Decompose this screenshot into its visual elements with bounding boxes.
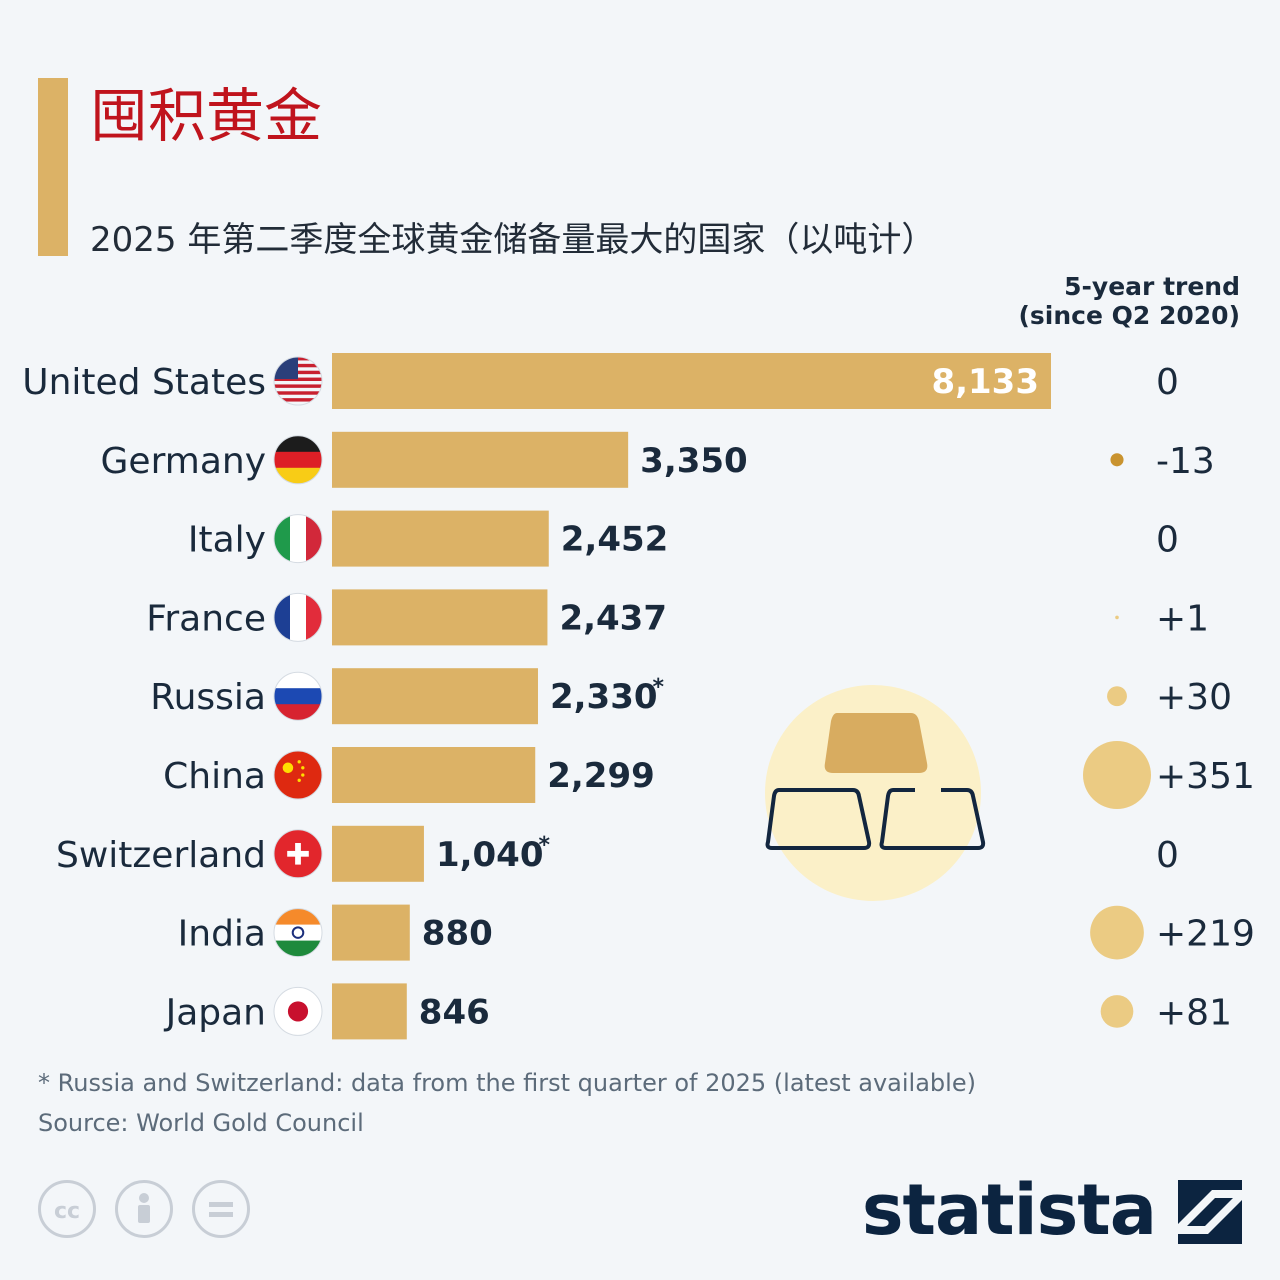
value-label: 8,133	[931, 362, 1039, 402]
footnote: * Russia and Switzerland: data from the …	[38, 1069, 976, 1097]
country-label: China	[163, 756, 266, 797]
country-label: India	[178, 914, 266, 955]
country-label: United States	[22, 362, 266, 403]
flag-border	[273, 986, 323, 1036]
bar	[332, 825, 424, 882]
country-label: Russia	[150, 677, 266, 718]
svg-text:cc: cc	[54, 1199, 80, 1224]
trend-label: -13	[1156, 441, 1215, 482]
trend-label: +30	[1156, 677, 1232, 718]
bar	[332, 589, 548, 646]
china-flag-icon	[274, 751, 322, 799]
flag-border	[273, 356, 323, 406]
statista-logo-icon	[1178, 1180, 1242, 1244]
bar-chart: United States 8,133 0 Germany 3,350 -13 Italy 2…	[22, 353, 1255, 1040]
page-title: 囤积黄金	[90, 82, 323, 150]
footnote-marker: *	[538, 833, 550, 858]
country-label: Japan	[164, 992, 266, 1033]
value-label: 846	[419, 992, 490, 1032]
cc-icon[interactable]: cc	[38, 1180, 96, 1238]
country-label: Switzerland	[56, 835, 266, 876]
trend-label: 0	[1156, 520, 1179, 561]
trend-bubble	[1107, 686, 1127, 707]
no-derivatives-icon[interactable]	[192, 1180, 250, 1238]
flag-border	[273, 908, 323, 958]
trend-label: +81	[1156, 992, 1232, 1033]
value-label: 2,452	[561, 520, 669, 560]
trend-bubble	[1110, 453, 1124, 467]
title-accent-bar	[38, 78, 68, 256]
value-label: 3,350	[640, 441, 748, 481]
flag-border	[273, 514, 323, 564]
trend-label: 0	[1156, 362, 1179, 403]
bar	[332, 353, 1051, 409]
flag-border	[273, 750, 323, 800]
country-label: Germany	[101, 441, 266, 482]
country-label: France	[146, 598, 266, 639]
bar	[332, 747, 536, 803]
bar	[332, 668, 538, 725]
bar	[332, 983, 407, 1040]
gold-bars-icon	[765, 685, 986, 901]
flag-border	[273, 829, 323, 879]
india-flag-icon	[274, 908, 322, 957]
bar	[332, 431, 629, 488]
trend-bubble	[1100, 995, 1134, 1028]
trend-header-line-2: (since Q2 2020)	[1018, 301, 1240, 330]
italy-flag-icon	[274, 514, 322, 563]
germany-flag-icon	[274, 435, 322, 484]
bar	[332, 904, 410, 961]
trend-header-line-1: 5-year trend	[1064, 272, 1240, 301]
flag-border	[273, 671, 323, 721]
logo-text: statista	[861, 1169, 1157, 1251]
trend-label: 0	[1156, 835, 1179, 876]
attribution-icon[interactable]	[115, 1180, 173, 1238]
value-label: 880	[422, 914, 493, 954]
japan-flag-icon	[274, 987, 322, 1036]
country-label: Italy	[188, 520, 266, 561]
value-label: 1,040	[436, 835, 544, 875]
value-label: 2,437	[559, 598, 667, 638]
chart-subtitle: 2025 年第二季度全球黄金储备量最大的国家（以吨计）	[90, 220, 936, 260]
source-note: Source: World Gold Council	[38, 1109, 364, 1137]
trend-bubble	[1090, 905, 1144, 960]
flag-border	[273, 435, 323, 485]
flag-border	[273, 592, 323, 642]
footnote-marker: *	[652, 675, 664, 700]
us-flag-icon	[274, 357, 322, 402]
trend-bubble	[1083, 741, 1151, 809]
value-label: 2,330	[550, 677, 658, 717]
statista-logo[interactable]: statista	[862, 1172, 1242, 1248]
trend-label: +219	[1156, 914, 1255, 955]
switzerland-flag-icon	[274, 829, 322, 878]
russia-flag-icon	[274, 672, 322, 721]
bar	[332, 510, 549, 567]
trend-label: +351	[1156, 756, 1255, 797]
france-flag-icon	[274, 593, 322, 642]
trend-bubble	[1115, 615, 1119, 620]
value-label: 2,299	[547, 756, 655, 796]
trend-label: +1	[1156, 598, 1209, 639]
trend-column-header: 5-year trend (since Q2 2020)	[1018, 272, 1240, 330]
